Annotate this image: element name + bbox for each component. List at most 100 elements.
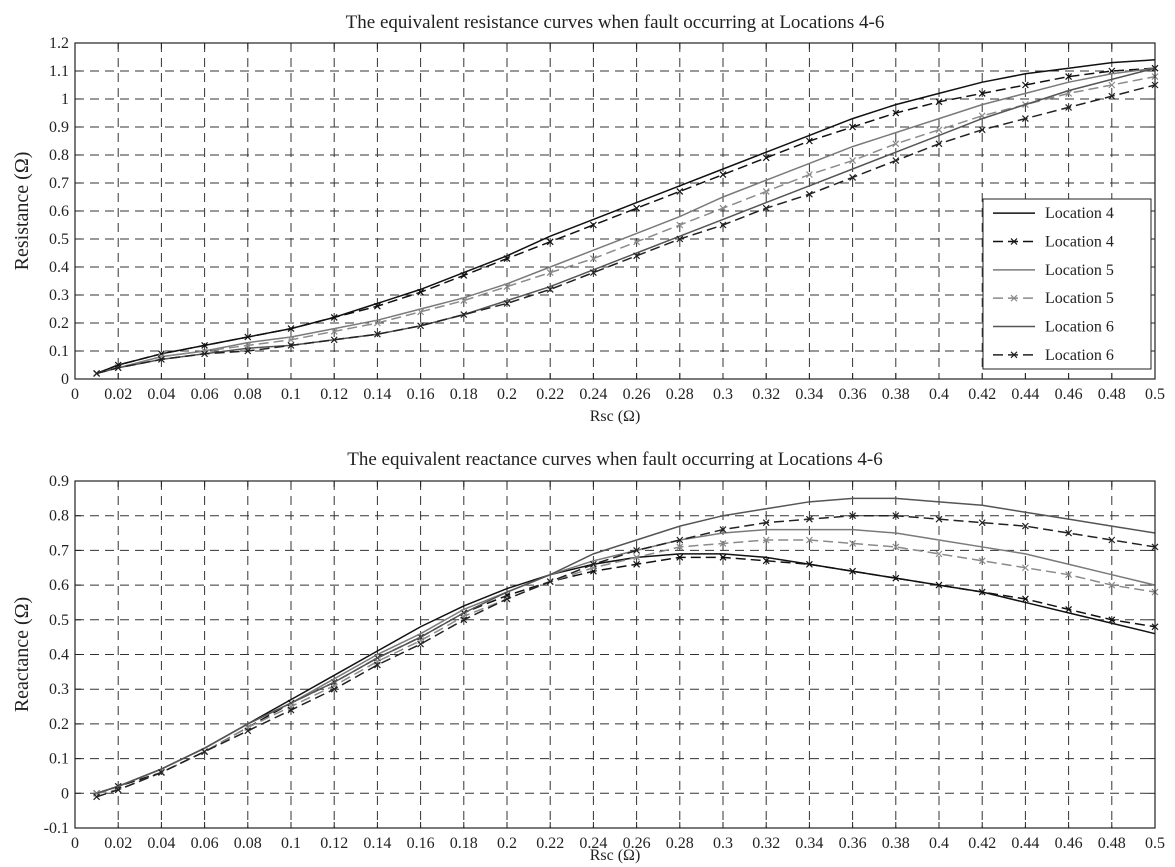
series-marker [589, 221, 597, 229]
series-marker [373, 330, 381, 338]
series-marker [892, 109, 900, 117]
y-tick-label: 0.9 [49, 473, 69, 490]
series-marker [1021, 115, 1029, 123]
legend-label: Location 4 [1045, 234, 1114, 251]
series-marker [849, 157, 857, 165]
legend-marker [1010, 294, 1018, 302]
series-marker [503, 255, 511, 263]
x-tick-label: 0.42 [968, 835, 996, 852]
series-marker [849, 512, 857, 520]
series-marker [633, 238, 641, 246]
plot-frame [74, 42, 1156, 380]
x-tick-label: 0.3 [713, 386, 733, 403]
x-tick-label: 0.44 [1011, 835, 1039, 852]
series-line-4 [96, 75, 1156, 375]
series-marker [417, 308, 425, 316]
series-marker [978, 519, 986, 527]
chart-2: The equivalent reactance curves when fau… [11, 449, 1165, 864]
series-marker [719, 221, 727, 229]
x-tick-label: 0.16 [407, 835, 435, 852]
series-marker [589, 255, 597, 263]
x-tick-label: 0.32 [752, 835, 780, 852]
x-tick-label: 0.28 [666, 835, 694, 852]
y-tick-label: 0.1 [49, 751, 69, 768]
y-tick-label: 1 [61, 91, 69, 108]
y-tick-label: 0 [61, 371, 69, 388]
series-marker [93, 793, 101, 801]
series-marker [1108, 581, 1116, 589]
y-tick-label: 0.6 [49, 577, 69, 594]
series-marker [676, 536, 684, 544]
series-marker [676, 235, 684, 243]
series-group [93, 59, 1159, 377]
x-tick-label: 0.48 [1098, 386, 1126, 403]
x-tick-label: 0.16 [407, 386, 435, 403]
series-marker [805, 137, 813, 145]
series-marker [244, 347, 252, 355]
x-tick-label: 0.32 [752, 386, 780, 403]
series-marker [762, 187, 770, 195]
x-axis-label: Rsc (Ω) [590, 847, 641, 864]
series-marker [849, 540, 857, 547]
x-tick-label: 0.2 [497, 386, 517, 403]
series-marker [417, 288, 425, 296]
x-tick-label: 0 [71, 386, 79, 403]
series-marker [589, 269, 597, 277]
legend: Location 4 Location 4 Location 5 Location 5… [982, 198, 1152, 370]
series-marker [460, 297, 468, 305]
series-marker [287, 325, 295, 333]
x-tick-label: 0.14 [363, 386, 391, 403]
series-marker [287, 336, 295, 344]
x-tick-label: 0.38 [882, 386, 910, 403]
series-marker [892, 543, 900, 551]
series-marker [935, 98, 943, 106]
series-line-6 [96, 84, 1156, 375]
y-tick-label: 0.9 [49, 119, 69, 136]
x-tick-label: 0.1 [281, 386, 301, 403]
chart-1: The equivalent resistance curves when fa… [11, 12, 1165, 425]
x-tick-label: 0.46 [1055, 386, 1083, 403]
series-marker [1065, 73, 1073, 81]
series-marker [633, 553, 641, 561]
series-marker [546, 285, 554, 293]
series-marker [676, 221, 684, 229]
legend-marker [1010, 351, 1018, 359]
x-tick-label: 0.24 [579, 386, 607, 403]
series-marker [849, 173, 857, 181]
y-tick-label: 0.3 [49, 287, 69, 304]
series-marker [805, 190, 813, 198]
x-tick-label: 0.46 [1055, 835, 1083, 852]
series-marker [676, 187, 684, 195]
x-tick-label: 0.38 [882, 835, 910, 852]
series-marker [762, 154, 770, 162]
x-tick-label: 0.26 [623, 386, 651, 403]
x-tick-label: 0.44 [1011, 386, 1039, 403]
series-marker [892, 574, 900, 582]
x-axis-label: Rsc (Ω) [590, 408, 641, 425]
series-marker [1065, 571, 1073, 579]
x-tick-label: 0.08 [234, 835, 262, 852]
series-marker [1021, 564, 1029, 572]
series-line-5 [96, 67, 1156, 375]
legend-label: Location 4 [1045, 205, 1114, 222]
series-marker [330, 327, 338, 335]
series-marker [287, 341, 295, 349]
y-tick-label: 0.6 [49, 203, 69, 220]
x-tick-label: 0.34 [795, 835, 823, 852]
grid [75, 481, 1155, 828]
series-marker [978, 89, 986, 97]
x-tick-label: 0.28 [666, 386, 694, 403]
series-marker [805, 515, 813, 523]
y-tick-label: 0.8 [49, 147, 69, 164]
series-line-1 [96, 553, 1156, 795]
series-marker [503, 283, 511, 291]
series-marker [373, 319, 381, 327]
series-marker [1108, 81, 1116, 89]
series-marker [935, 550, 943, 558]
legend-label: Location 5 [1045, 290, 1114, 307]
series-marker [546, 238, 554, 246]
series-marker [546, 578, 554, 586]
y-tick-label: 0.3 [49, 681, 69, 698]
series-marker [719, 540, 727, 547]
